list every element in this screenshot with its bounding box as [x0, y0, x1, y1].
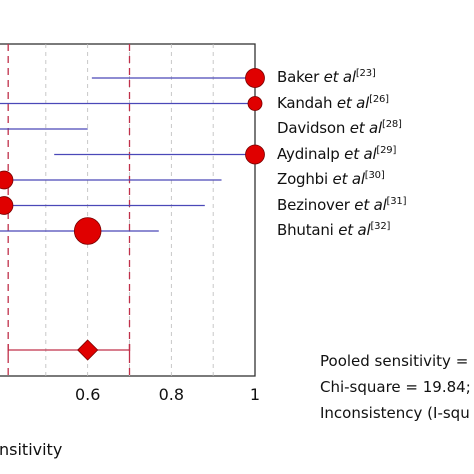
study-marker — [245, 68, 265, 88]
chi-square-text: Chi-square = 19.84; — [320, 378, 471, 396]
study-name: Zoghbi — [277, 170, 333, 188]
study-etal: et al — [344, 144, 377, 163]
study-marker — [247, 96, 263, 111]
study-ref: [31] — [386, 195, 407, 207]
study-label: Kandah et al[26] — [277, 94, 389, 112]
study-ref: [26] — [369, 93, 389, 105]
study-label: Baker et al[23] — [277, 68, 376, 86]
study-label: Bezinover et al[31] — [277, 196, 406, 214]
study-name: Davidson — [277, 119, 350, 137]
study-etal: et al — [323, 68, 356, 86]
study-name: Bezinover — [277, 195, 355, 214]
study-etal: et al — [349, 119, 383, 137]
study-label: Aydinalp et al[29] — [277, 145, 396, 163]
study-name: Kandah — [277, 93, 337, 112]
study-ref: [30] — [364, 170, 385, 181]
x-tick-label: 0.8 — [159, 385, 184, 404]
study-marker — [0, 170, 14, 190]
study-name: Bhutani — [277, 221, 339, 239]
study-ref: [29] — [376, 144, 397, 156]
study-label: Davidson et al[28] — [277, 119, 402, 137]
pooled-diamond — [77, 339, 99, 361]
study-label: Zoghbi et al[30] — [277, 170, 385, 188]
study-marker — [73, 217, 102, 245]
study-name: Aydinalp — [277, 144, 345, 163]
study-label: Bhutani et al[32] — [277, 221, 390, 239]
inconsistency-text: Inconsistency (I-squ — [320, 404, 470, 422]
study-etal: et al — [336, 93, 370, 112]
study-etal: et al — [354, 195, 387, 214]
pooled-sensitivity-text: Pooled sensitivity = — [320, 352, 469, 370]
study-ref: [28] — [382, 119, 402, 130]
study-marker — [245, 144, 265, 165]
x-tick-label: 1 — [250, 385, 260, 404]
plot-frame — [0, 43, 256, 377]
study-etal: et al — [332, 170, 365, 188]
study-name: Baker — [277, 68, 324, 86]
x-tick-label: 0.6 — [75, 385, 100, 404]
x-axis-label: nsitivity — [0, 440, 62, 459]
study-etal: et al — [338, 221, 371, 239]
study-marker — [0, 196, 14, 215]
study-ref: [32] — [370, 221, 391, 232]
study-ref: [23] — [355, 68, 376, 79]
